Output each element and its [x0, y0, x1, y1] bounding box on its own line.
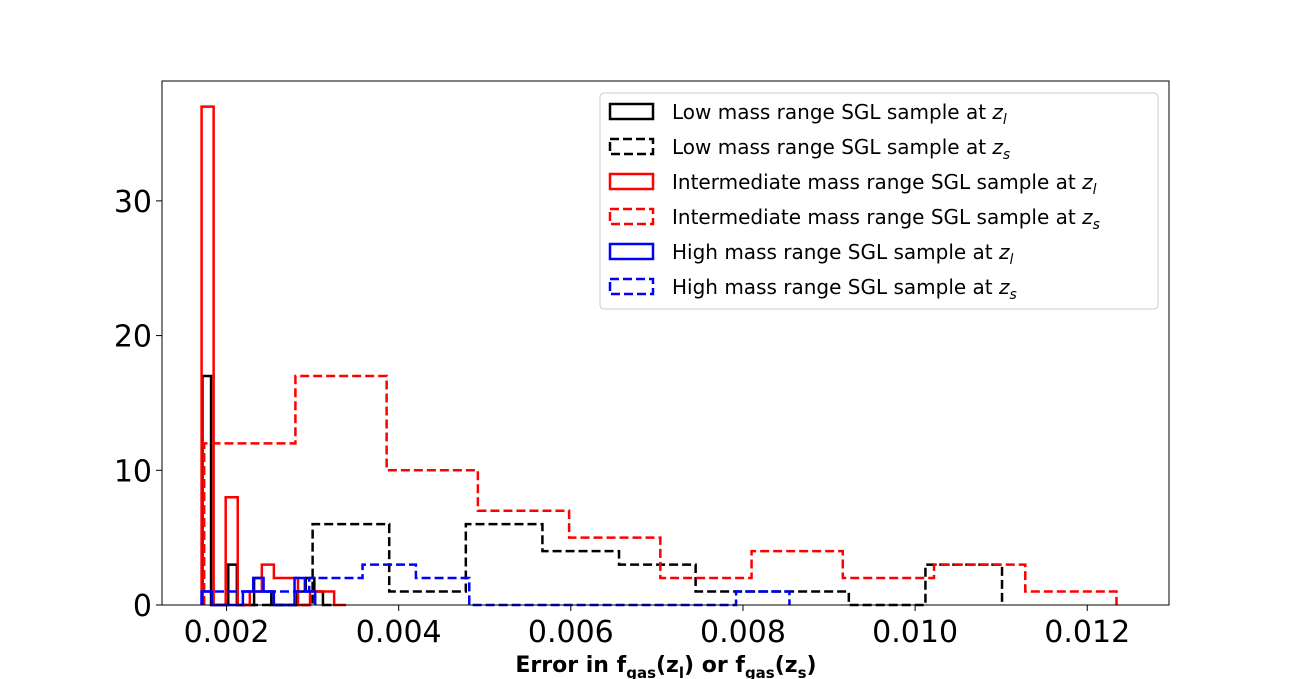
x-tick-label: 0.008: [700, 615, 786, 650]
y-tick-label: 20: [114, 320, 152, 355]
legend-label: Intermediate mass range SGL sample at zl: [672, 170, 1097, 198]
legend-swatch: [608, 137, 655, 156]
x-tick-label: 0.004: [356, 615, 442, 650]
y-tick-label: 30: [114, 185, 152, 220]
y-tick-label: 10: [114, 454, 152, 489]
legend-box: [599, 92, 1159, 310]
legend-swatch: [608, 207, 655, 226]
x-tick-label: 0.012: [1044, 615, 1130, 650]
x-tick-label: 0.010: [872, 615, 958, 650]
histogram-series-6: [201, 563, 791, 607]
histogram-series-2: [236, 522, 1004, 607]
x-axis-ticks: 0.002 0.004 0.006 0.008 0.010 0.012: [184, 605, 1130, 650]
legend: Low mass range SGL sample at zl Low mass …: [599, 92, 1159, 310]
legend-swatch: [608, 102, 655, 121]
legend-entry: Low mass range SGL sample at zs: [608, 135, 1010, 163]
legend-swatch: [608, 242, 655, 261]
histogram-series-4: [202, 374, 1118, 605]
legend-entry: Low mass range SGL sample at zl: [608, 100, 1007, 128]
x-axis-label: Error in fgas(zl) or fgas(zs): [515, 653, 816, 679]
legend-swatch: [608, 172, 655, 191]
legend-entry: Intermediate mass range SGL sample at zs: [608, 205, 1100, 233]
legend-label: High mass range SGL sample at zs: [672, 275, 1017, 303]
legend-entry: High mass range SGL sample at zs: [608, 275, 1017, 303]
legend-label: Low mass range SGL sample at zs: [672, 135, 1010, 163]
y-tick-label: 0: [133, 589, 152, 624]
y-axis-ticks: 0 10 20 30: [114, 185, 162, 624]
legend-swatch: [608, 277, 655, 296]
legend-label: High mass range SGL sample at zl: [672, 240, 1014, 268]
legend-entry: High mass range SGL sample at zl: [608, 240, 1014, 268]
histogram-series-3: [200, 105, 347, 607]
legend-entry: Intermediate mass range SGL sample at zl: [608, 170, 1097, 198]
axes-frame: [161, 80, 1170, 606]
legend-label: Low mass range SGL sample at zl: [672, 100, 1007, 128]
x-tick-label: 0.002: [184, 615, 270, 650]
legend-label: Intermediate mass range SGL sample at zs: [672, 205, 1100, 233]
x-tick-label: 0.006: [528, 615, 614, 650]
